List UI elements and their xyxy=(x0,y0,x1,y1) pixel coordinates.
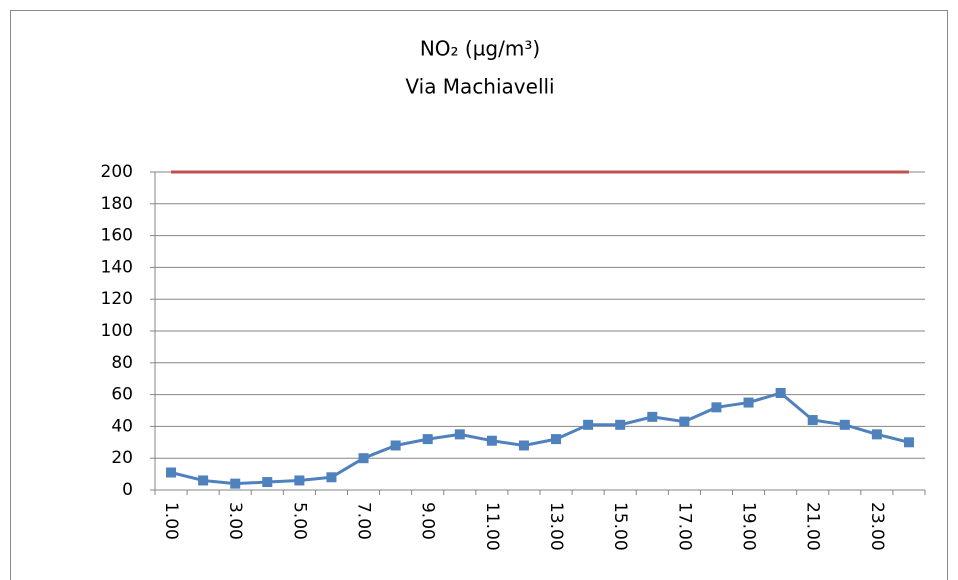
series-line xyxy=(170,391,910,486)
x-tick-label: 1.00 xyxy=(161,502,181,540)
x-tick-label: 15.00 xyxy=(610,502,630,551)
data-point xyxy=(390,440,401,451)
x-tick-label: 13.00 xyxy=(546,502,566,551)
y-tick-label: 200 xyxy=(101,162,133,182)
y-tick-label: 120 xyxy=(101,289,133,309)
data-point xyxy=(583,419,594,430)
x-tick-label: 9.00 xyxy=(418,502,438,540)
x-tick-label: 19.00 xyxy=(739,502,759,551)
data-point xyxy=(198,475,209,486)
data-point xyxy=(903,437,914,448)
y-tick-label: 140 xyxy=(101,257,133,277)
y-tick-label: 40 xyxy=(111,416,133,436)
data-point xyxy=(422,434,433,445)
y-tick-label: 0 xyxy=(122,480,133,500)
x-tick-label: 3.00 xyxy=(225,502,245,540)
chart-title: NO₂ (µg/m³) xyxy=(420,37,540,61)
x-tick-label: 23.00 xyxy=(867,502,887,551)
x-tick-label: 11.00 xyxy=(482,502,502,551)
data-point xyxy=(679,416,690,427)
data-point xyxy=(775,388,786,399)
data-point xyxy=(358,453,369,464)
data-point xyxy=(454,429,465,440)
y-tick-label: 20 xyxy=(111,448,133,468)
data-point xyxy=(839,419,850,430)
data-point xyxy=(262,477,273,488)
y-tick-label: 180 xyxy=(101,194,133,214)
x-tick-label: 17.00 xyxy=(674,502,694,551)
data-point xyxy=(647,411,658,422)
data-point xyxy=(551,434,562,445)
data-point xyxy=(518,440,529,451)
y-tick-label: 60 xyxy=(111,385,133,405)
chart-border xyxy=(10,10,948,580)
x-tick-label: 21.00 xyxy=(803,502,823,551)
y-tick-label: 80 xyxy=(111,353,133,373)
data-point xyxy=(871,429,882,440)
data-point xyxy=(166,467,177,478)
data-point xyxy=(743,397,754,408)
data-point xyxy=(486,435,497,446)
x-tick-label: 7.00 xyxy=(354,502,374,540)
data-point xyxy=(326,472,337,483)
data-point xyxy=(230,478,241,489)
data-point xyxy=(711,402,722,413)
y-tick-label: 160 xyxy=(101,226,133,246)
y-tick-label: 100 xyxy=(101,321,133,341)
x-tick-label: 5.00 xyxy=(289,502,309,540)
data-point xyxy=(294,475,305,486)
data-point xyxy=(615,419,626,430)
chart-subtitle: Via Machiavelli xyxy=(405,75,554,99)
data-point xyxy=(807,415,818,426)
